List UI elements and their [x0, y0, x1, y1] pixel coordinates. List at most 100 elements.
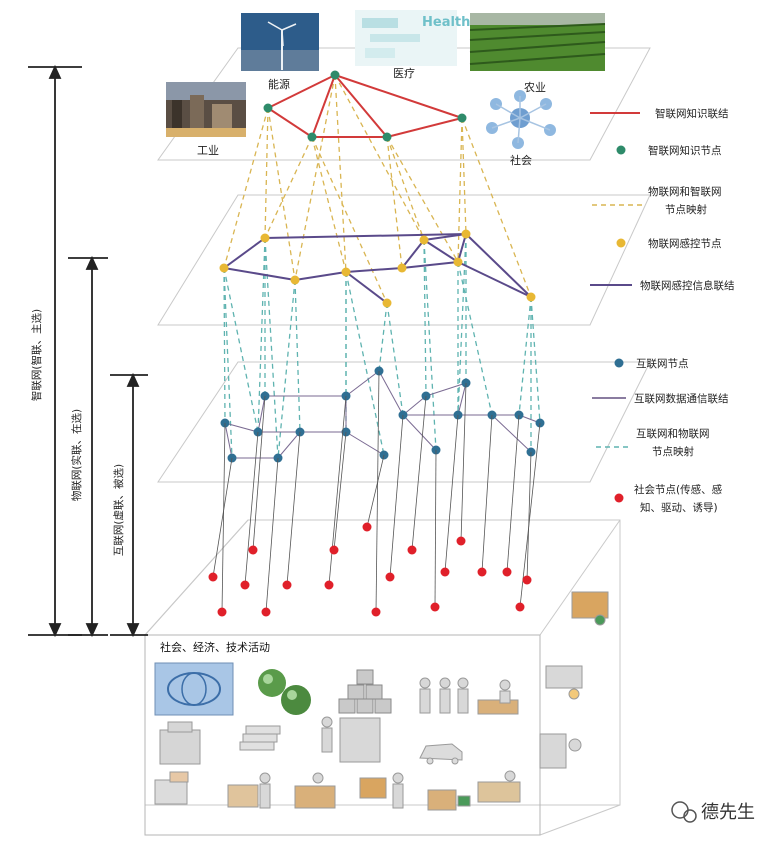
iin-knowledge-node: [263, 103, 273, 113]
iin-knowledge-links: [267, 74, 463, 138]
social-node: [248, 545, 258, 555]
legend-internet-link: 互联网数据通信联结: [634, 392, 729, 405]
legend-iot-iin-map-2: 节点映射: [665, 203, 707, 216]
social-node: [440, 567, 450, 577]
legend-sensor-node: 物联网感控节点: [648, 237, 722, 250]
social-node: [324, 580, 334, 590]
legend-internet-node: 互联网节点: [636, 358, 689, 370]
activity-icon-side-1: [571, 591, 609, 626]
health-photo-text: Health: [422, 15, 470, 30]
plane-iot: [157, 194, 651, 326]
bracket-label-iin: 智联网(智联、主选): [30, 309, 43, 401]
iot-sensor-node: [397, 263, 407, 273]
social-node: [217, 607, 227, 617]
activity-icon-lab: [321, 716, 381, 763]
bracket-internet: [110, 372, 148, 638]
image-agriculture: [469, 13, 606, 71]
legend-swatch-social-node: [614, 493, 624, 503]
social-node: [329, 545, 339, 555]
activity-icon-packing: [359, 772, 404, 809]
social-nodes: [208, 522, 532, 617]
legend-swatch-sensor-node: [616, 238, 626, 248]
iot-sensor-node: [453, 257, 463, 267]
iot-sensor-nodes: [219, 229, 536, 308]
activity-icon-cart: [427, 789, 471, 811]
iot-sensor-node: [219, 263, 229, 273]
legend-sensor-link: 物联网感控信息联结: [640, 279, 735, 292]
iot-sensor-node: [341, 267, 351, 277]
social-node: [456, 536, 466, 546]
iin-knowledge-node: [307, 132, 317, 142]
activity-icon-side-2: [545, 665, 583, 700]
social-node: [282, 580, 292, 590]
activity-icon-side-3: [539, 733, 582, 769]
legend-swatch-knowledge-node: [616, 145, 626, 155]
social-node: [502, 567, 512, 577]
label-medical: 医疗: [393, 66, 415, 80]
iin-knowledge-node: [382, 132, 392, 142]
iot-sensor-node: [382, 298, 392, 308]
social-node: [407, 545, 417, 555]
social-node: [430, 602, 440, 612]
label-energy: 能源: [268, 77, 290, 91]
iot-sensor-node: [290, 275, 300, 285]
iot-sensor-node: [260, 233, 270, 243]
plane-internet: [157, 361, 651, 483]
iin-knowledge-node: [330, 70, 340, 80]
bracket-label-iot: 物联网(实联、在选): [70, 409, 83, 501]
watermark: 德先生: [671, 801, 755, 823]
legend-iot-iin-map-1: 物联网和智联网: [648, 185, 722, 198]
social-node: [515, 602, 525, 612]
social-node: [261, 607, 271, 617]
legend-knowledge-link: 智联网知识联结: [655, 107, 729, 120]
activity-icon-spheres: [258, 669, 311, 715]
mapping-iin-iot: [223, 74, 532, 304]
activity-icon-documents: [239, 725, 281, 751]
iin-knowledge-node: [457, 113, 467, 123]
wechat-icon: [671, 801, 689, 819]
iot-sensor-node: [419, 235, 429, 245]
iot-sensor-node: [461, 229, 471, 239]
legend: 智联网知识联结 智联网知识节点 物联网和智联网 节点映射 物联网感控节点 物联网…: [590, 107, 735, 514]
activity-icon-forklift: [154, 771, 189, 805]
legend-inet-iot-map-1: 互联网和物联网: [636, 427, 710, 440]
social-node: [371, 607, 381, 617]
image-medical: Health: [355, 10, 470, 66]
internet-social-links: [212, 370, 541, 613]
activity-icon-boxes: [338, 669, 392, 714]
image-energy: [241, 13, 319, 71]
legend-social-node-1: 社会节点(传感、感: [634, 483, 723, 496]
mapping-iot-internet: [223, 233, 541, 459]
legend-inet-iot-map-2: 节点映射: [652, 445, 694, 458]
social-node: [385, 572, 395, 582]
activity-icon-delivery: [227, 772, 271, 809]
legend-social-node-2: 知、驱动、诱导): [640, 501, 718, 514]
internet-nodes: [220, 366, 545, 463]
iot-sensor-node: [526, 292, 536, 302]
label-society: 社会: [510, 153, 532, 167]
image-industry: [166, 82, 246, 137]
legend-knowledge-node: 智联网知识节点: [648, 144, 722, 157]
activity-icon-workers: [419, 677, 519, 715]
activity-icon-car: [419, 743, 463, 765]
iot-sensor-links: [223, 233, 532, 304]
activity-icon-globe: [154, 662, 234, 716]
label-industry: 工业: [197, 144, 219, 157]
bracket-iot: [68, 255, 108, 638]
social-node: [362, 522, 372, 532]
social-node: [208, 572, 218, 582]
social-node: [522, 575, 532, 585]
social-node: [477, 567, 487, 577]
iin-knowledge-nodes: [263, 70, 467, 142]
image-society: [486, 90, 556, 149]
watermark-text: 德先生: [701, 802, 755, 823]
bracket-label-internet: 互联网(虚联、被选): [112, 464, 125, 556]
social-node: [240, 580, 250, 590]
activity-icon-warehouse: [294, 772, 336, 809]
activity-box-title: 社会、经济、技术活动: [160, 640, 270, 654]
activity-icon-office: [477, 770, 521, 803]
legend-swatch-internet-node: [614, 358, 624, 368]
activity-icon-machine: [159, 721, 201, 765]
label-agriculture: 农业: [524, 80, 546, 94]
